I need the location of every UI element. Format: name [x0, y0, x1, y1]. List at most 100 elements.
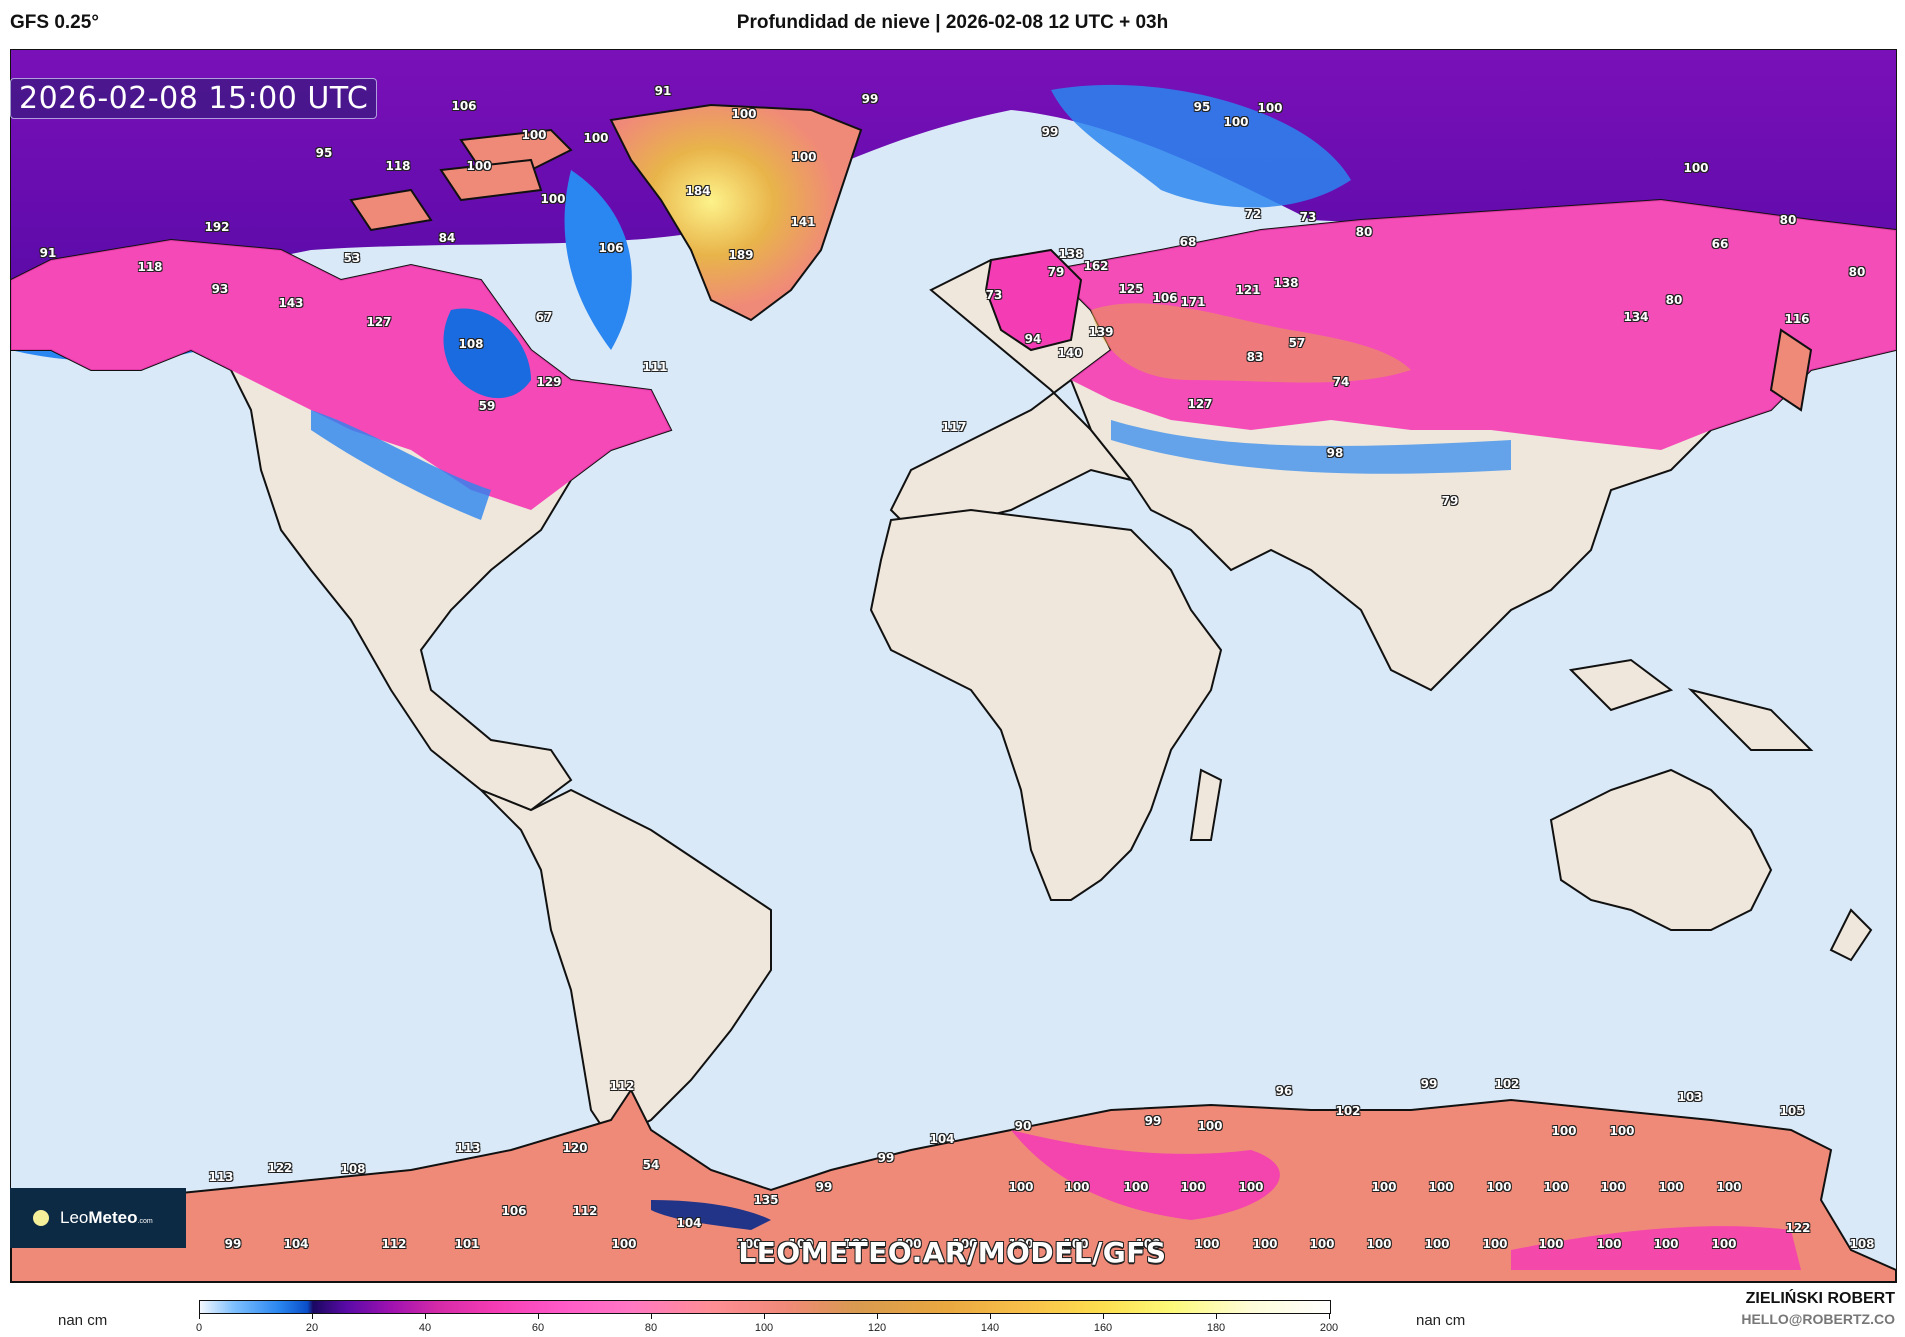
colorbar-tick-label: 0 [195, 1322, 203, 1334]
snow-depth-label: 57 [1288, 336, 1306, 350]
snow-depth-label: 99 [1041, 125, 1059, 139]
snow-depth-label: 54 [642, 1158, 660, 1172]
snow-depth-label: 104 [676, 1216, 702, 1230]
snow-depth-label: 100 [1538, 1237, 1564, 1251]
snow-depth-label: 113 [208, 1170, 234, 1184]
snow-depth-label: 101 [454, 1237, 480, 1251]
snow-depth-label: 93 [211, 282, 229, 296]
snow-depth-label: 100 [791, 150, 817, 164]
snow-depth-label: 100 [843, 1237, 869, 1251]
snow-depth-label: 100 [1008, 1237, 1034, 1251]
snow-depth-label: 100 [736, 1237, 762, 1251]
snow-depth-label: 99 [877, 1151, 895, 1165]
colorbar-tick-label: 40 [418, 1322, 432, 1334]
snow-depth-label: 100 [1482, 1237, 1508, 1251]
snow-depth-map[interactable]: 106 91 100 99 100 100 95 118 100 100 100 184 141 189 1… [10, 49, 1897, 1283]
colorbar-tick [651, 1313, 652, 1319]
snow-depth-label: 66 [1711, 237, 1729, 251]
snow-depth-label: 100 [788, 1237, 814, 1251]
snow-depth-label: 99 [815, 1180, 833, 1194]
snow-depth-label: 99 [1144, 1114, 1162, 1128]
snow-depth-label: 67 [535, 310, 553, 324]
colorbar-tick [1103, 1313, 1104, 1319]
snow-depth-label: 140 [1057, 346, 1083, 360]
snow-depth-label: 72 [1244, 207, 1262, 221]
snow-depth-label: 138 [1273, 276, 1299, 290]
snow-depth-label: 100 [1596, 1237, 1622, 1251]
snow-depth-label: 100 [1123, 1180, 1149, 1194]
colorbar-tick-label: 20 [305, 1322, 319, 1334]
snow-depth-label: 134 [1623, 310, 1649, 324]
snow-depth-label: 120 [562, 1141, 588, 1155]
snow-depth-label: 73 [985, 288, 1003, 302]
snow-depth-label: 100 [1683, 161, 1709, 175]
snow-depth-label: 100 [1716, 1180, 1742, 1194]
snow-depth-label: 162 [1083, 259, 1109, 273]
snow-depth-label: 100 [1600, 1180, 1626, 1194]
snow-depth-label: 108 [340, 1162, 366, 1176]
snow-depth-label: 100 [896, 1237, 922, 1251]
snow-depth-label: 100 [521, 128, 547, 142]
snow-depth-label: 98 [1326, 446, 1344, 460]
snow-depth-label: 127 [366, 315, 392, 329]
model-label: GFS 0.25° [10, 12, 99, 33]
snow-depth-label: 84 [438, 231, 456, 245]
snow-depth-label: 100 [1223, 115, 1249, 129]
snow-depth-label: 80 [1848, 265, 1866, 279]
snow-depth-label: 117 [941, 420, 967, 434]
snow-depth-label: 100 [1366, 1237, 1392, 1251]
snow-depth-label: 74 [1332, 375, 1350, 389]
colorbar-tick-label: 140 [980, 1322, 1000, 1334]
snow-depth-label: 83 [1246, 350, 1264, 364]
colorbar-tick [312, 1313, 313, 1319]
colorbar-tick [538, 1313, 539, 1319]
snow-depth-label: 121 [1235, 283, 1261, 297]
snow-depth-label: 102 [1335, 1104, 1361, 1118]
snow-depth-label: 100 [1008, 1180, 1034, 1194]
snow-depth-label: 100 [1180, 1180, 1206, 1194]
snow-depth-label: 91 [39, 246, 57, 260]
snow-depth-label: 100 [1309, 1237, 1335, 1251]
snow-depth-label: 103 [1677, 1090, 1703, 1104]
colorbar-tick [199, 1313, 200, 1319]
snow-depth-label: 100 [1135, 1237, 1161, 1251]
author-email[interactable]: HELLO@ROBERTZ.CO [1741, 1311, 1895, 1327]
author-credit: ZIELIŃSKI ROBERT HELLO@ROBERTZ.CO [1741, 1290, 1895, 1327]
snow-depth-label: 104 [283, 1237, 309, 1251]
valid-time-badge: 2026-02-08 15:00 UTC [10, 78, 378, 119]
colorbar-tick [1216, 1313, 1217, 1319]
snow-depth-label: 112 [572, 1204, 598, 1218]
colorbar-tick [764, 1313, 765, 1319]
snow-depth-label: 53 [343, 251, 361, 265]
watermark-url: LEOMETEO.AR/MODEL/GFS [738, 1236, 1167, 1269]
snow-depth-label: 106 [1152, 291, 1178, 305]
snow-depth-label: 100 [1197, 1119, 1223, 1133]
snow-depth-label: 79 [1047, 265, 1065, 279]
snow-depth-label: 122 [267, 1161, 293, 1175]
author-name: ZIELIŃSKI ROBERT [1745, 1290, 1895, 1307]
colorbar-unit-right: nan cm [1416, 1312, 1466, 1329]
snow-depth-label: 111 [642, 360, 668, 374]
snow-depth-label: 99 [224, 1237, 242, 1251]
snow-depth-label: 102 [1494, 1077, 1520, 1091]
snow-depth-label: 192 [204, 220, 230, 234]
snow-depth-label: 135 [753, 1193, 779, 1207]
snow-depth-label: 113 [455, 1141, 481, 1155]
colorbar-tick [990, 1313, 991, 1319]
snow-depth-label: 138 [1058, 247, 1084, 261]
colorbar-tick-label: 100 [754, 1322, 774, 1334]
snow-depth-label: 100 [611, 1237, 637, 1251]
snow-depth-label: 59 [478, 399, 496, 413]
colorbar-tick-label: 120 [867, 1322, 887, 1334]
snow-depth-label: 100 [1424, 1237, 1450, 1251]
snow-depth-label: 90 [1014, 1119, 1032, 1133]
leometeo-logo[interactable]: LeoMeteo.com [10, 1188, 186, 1248]
snow-depth-label: 96 [1275, 1084, 1293, 1098]
snow-depth-label: 100 [1711, 1237, 1737, 1251]
snow-depth-label: 100 [1428, 1180, 1454, 1194]
snow-depth-label: 94 [1024, 332, 1042, 346]
snow-depth-label: 100 [1194, 1237, 1220, 1251]
snow-depth-label: 100 [1252, 1237, 1278, 1251]
snow-depth-label: 141 [790, 215, 816, 229]
logo-text: LeoMeteo.com [60, 1208, 153, 1227]
